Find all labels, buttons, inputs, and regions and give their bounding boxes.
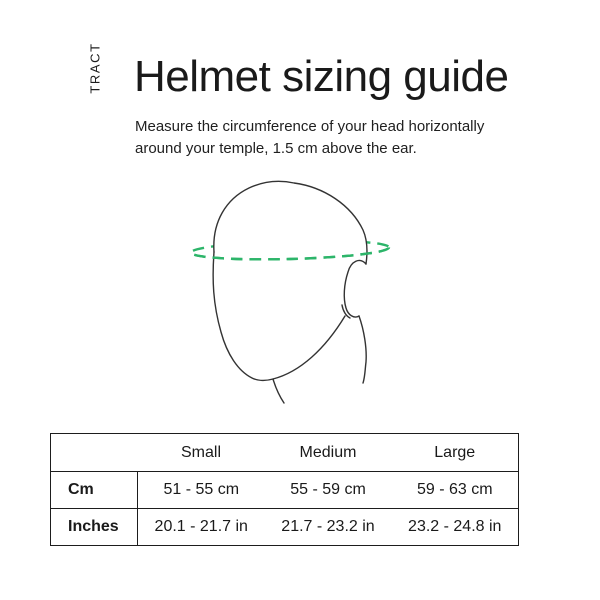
cell-inches-large: 23.2 - 24.8 in [408,518,502,535]
cell-cm-medium: 55 - 59 cm [264,471,392,509]
subtitle-line-2: around your temple, 1.5 cm above the ear… [135,140,417,157]
neck-back-line [358,315,367,384]
page-subtitle: Measure the circumference of your head h… [135,116,484,160]
sizing-table: Small Medium Large Cm 51 - 55 cm 55 - 59… [50,433,519,546]
table-row-inches: Inches 20.1 - 21.7 in 21.7 - 23.2 in 23.… [50,508,519,546]
cell-cm-small: 51 - 55 cm [137,471,265,509]
head-outline [212,180,368,404]
ear-lobe-line [341,304,351,319]
page-title: Helmet sizing guide [134,52,509,101]
cell-cm-large: 59 - 63 cm [391,471,519,509]
col-header-medium: Medium [264,433,392,472]
table-corner-cell [50,433,138,472]
subtitle-line-1: Measure the circumference of your head h… [135,118,485,135]
ear-outline [343,259,367,318]
neck-front-line [272,378,285,404]
measurement-line-front [189,247,391,261]
col-header-small: Small [137,433,265,472]
cell-inches-medium: 21.7 - 23.2 in [281,518,375,535]
col-header-large: Large [391,433,519,472]
head-silhouette [213,181,367,252]
table-row-cm: Cm 51 - 55 cm 55 - 59 cm 59 - 63 cm [50,471,519,509]
table-header-row: Small Medium Large [50,433,519,472]
row-label-cm: Cm [50,471,138,509]
row-label-inches: Inches [50,508,138,546]
cell-inches-small: 20.1 - 21.7 in [154,518,248,535]
